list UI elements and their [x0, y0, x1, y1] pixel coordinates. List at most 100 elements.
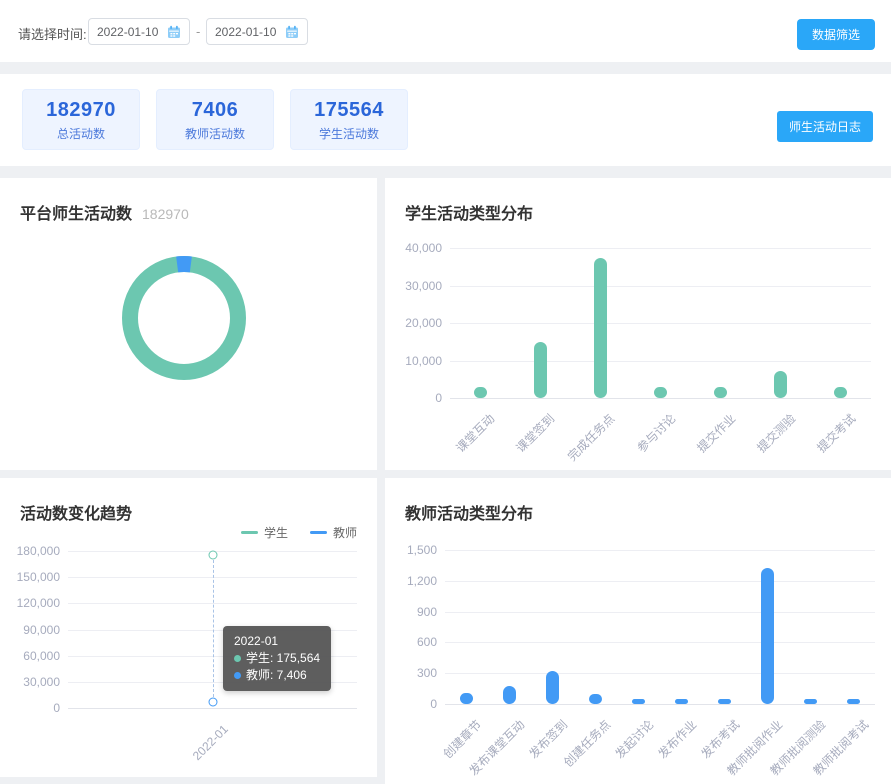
teacher-activity-label: 教师活动数 — [184, 127, 245, 141]
tooltip-title: 2022-01 — [234, 634, 279, 648]
bar-课堂互动[interactable] — [473, 387, 487, 398]
y-axis-tick-label: 0 — [53, 701, 60, 715]
x-axis-label-课堂签到: 课堂签到 — [513, 411, 558, 456]
calendar-icon[interactable] — [285, 25, 299, 39]
y-axis-tick-label: 40,000 — [405, 241, 442, 255]
x-axis-label-提交作业: 提交作业 — [694, 411, 738, 456]
y-axis-tick-label: 20,000 — [405, 316, 442, 330]
y-axis-tick-label: 300 — [416, 666, 437, 681]
legend-line-icon — [240, 531, 258, 534]
y-axis-tick-label: 30,000 — [23, 674, 60, 689]
gridline — [450, 398, 871, 399]
bar-发布签到[interactable] — [546, 670, 559, 704]
gridline — [445, 580, 875, 582]
panel-title: 平台师生活动数 182970 — [20, 206, 189, 223]
donut-segment-student[interactable] — [122, 256, 246, 380]
bar-发布考试[interactable] — [718, 699, 731, 704]
total-activity-label: 总活动数 — [56, 127, 105, 141]
bar-提交测验[interactable] — [774, 370, 788, 398]
gridline — [450, 360, 871, 362]
tooltip-row: 教师: 7,406 — [234, 667, 320, 684]
y-axis-tick-label: 0 — [435, 391, 442, 405]
bar-教师批阅作业[interactable] — [761, 568, 774, 704]
x-axis-label-参与讨论: 参与讨论 — [633, 411, 678, 456]
panel-title: 学生活动类型分布 — [405, 206, 534, 223]
y-axis-tick-label: 10,000 — [405, 353, 442, 368]
bar-创建任务点[interactable] — [589, 693, 602, 704]
teacher-activity-value: 7406 — [191, 99, 239, 121]
y-axis-tick-label: 1,500 — [406, 543, 437, 557]
bar-完成任务点[interactable] — [593, 258, 607, 398]
student-bar-chart: 0 10,000 20,000 30,000 40,000 课堂互动 课堂签到 完成任务点 参与… — [385, 178, 891, 468]
x-axis-label-2022-01: 2022-01 — [189, 722, 231, 764]
tooltip-row: 学生: 175,564 — [234, 650, 320, 667]
start-date-input[interactable]: 2022-01-10 — [88, 18, 190, 45]
gridline — [445, 550, 875, 551]
total-activity-value: 182970 — [46, 99, 116, 121]
bar-发布课堂互动[interactable] — [503, 685, 516, 704]
tooltip-dot-icon — [234, 672, 241, 679]
end-date-value: 2022-01-10 — [215, 24, 277, 39]
donut-chart — [122, 256, 246, 380]
student-activity-value: 175564 — [314, 99, 384, 121]
bar-创建章节[interactable] — [460, 693, 473, 704]
legend-label: 学生 — [263, 526, 288, 540]
end-date-input[interactable]: 2022-01-10 — [206, 18, 308, 45]
y-axis-tick-label: 1,200 — [406, 573, 437, 588]
bar-教师批阅测验[interactable] — [804, 699, 817, 704]
bar-课堂签到[interactable] — [533, 341, 547, 398]
x-axis-label-课堂互动: 课堂互动 — [453, 411, 498, 456]
trend-line-chart: 0 30,000 60,000 90,000 120,000 150,000 180,000… — [0, 478, 377, 777]
gridline — [450, 285, 871, 287]
gridline — [445, 673, 875, 675]
filter-bar: 请选择时间: 2022-01-10 - 2022-01-10 数据筛选 — [0, 0, 891, 62]
data-point-student[interactable] — [208, 550, 217, 560]
trend-legend: 学生 教师 — [240, 524, 357, 541]
y-axis-tick-label: 150,000 — [16, 570, 60, 585]
gridline — [445, 611, 875, 613]
x-axis-label-发起讨论: 发起讨论 — [611, 717, 656, 762]
start-date-value: 2022-01-10 — [97, 24, 159, 39]
legend-line-icon — [309, 531, 327, 534]
y-axis-tick-label: 30,000 — [405, 278, 442, 293]
gridline — [445, 704, 875, 705]
activity-log-button[interactable]: 师生活动日志 — [776, 111, 873, 142]
data-filter-button[interactable]: 数据筛选 — [796, 19, 875, 50]
panel-activity-trend: 活动数变化趋势 学生 教师 0 30,000 60,000 90,000 120,000 1… — [0, 478, 377, 777]
panel-title: 教师活动类型分布 — [405, 506, 534, 523]
bar-提交作业[interactable] — [714, 387, 728, 398]
teacher-bar-chart: 0 300 600 900 1,200 1,500 创建章节 发布课堂互动 发布签到 创建任务点发… — [385, 478, 891, 778]
x-axis-label-提交考试: 提交考试 — [814, 411, 859, 456]
legend-item-教师[interactable]: 教师 — [309, 524, 357, 541]
bar-发布作业[interactable] — [675, 699, 688, 704]
bar-教师批阅考试[interactable] — [847, 699, 860, 704]
donut-segment-teacher[interactable] — [122, 256, 246, 380]
x-axis-label-提交测验: 提交测验 — [754, 411, 799, 456]
gridline — [445, 642, 875, 644]
y-axis-tick-label: 180,000 — [16, 544, 60, 558]
y-axis-tick-label: 600 — [416, 635, 437, 650]
y-axis-tick-label: 0 — [430, 697, 437, 711]
stats-band: 182970 总活动数 7406 教师活动数 175564 学生活动数 师生活动… — [0, 74, 891, 166]
bar-发起讨论[interactable] — [632, 699, 645, 704]
y-axis-tick-label: 900 — [416, 604, 437, 619]
stat-card-total: 182970 总活动数 — [22, 89, 140, 150]
panel-title: 活动数变化趋势 — [20, 506, 133, 523]
hover-axis-pointer — [212, 559, 214, 697]
tooltip-dot-icon — [234, 655, 241, 662]
y-axis-tick-label: 120,000 — [16, 596, 60, 611]
stat-card-teacher: 7406 教师活动数 — [156, 89, 274, 150]
bar-提交考试[interactable] — [834, 387, 848, 398]
calendar-icon[interactable] — [167, 25, 181, 39]
stat-card-student: 175564 学生活动数 — [290, 89, 408, 150]
x-axis-label-完成任务点: 完成任务点 — [565, 411, 618, 464]
data-point-teacher[interactable] — [208, 697, 217, 707]
bar-参与讨论[interactable] — [654, 387, 667, 398]
legend-item-学生[interactable]: 学生 — [240, 524, 288, 541]
y-axis-tick-label: 90,000 — [23, 622, 60, 637]
gridline — [68, 708, 357, 709]
panel-teacher-activity-types: 教师活动类型分布 0 300 600 900 1,200 1,500 创建章节 发布课堂互动发… — [385, 478, 891, 784]
panel-subtitle-count: 182970 — [142, 206, 189, 222]
chart-tooltip: 2022-01 学生: 175,564 教师: 7,406 — [223, 626, 332, 691]
